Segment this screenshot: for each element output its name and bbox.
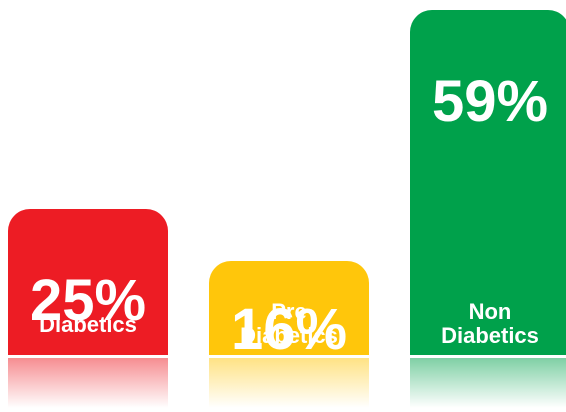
bar-value-label: 16%	[230, 297, 348, 362]
bar-reflection	[8, 358, 168, 408]
bar-diabetics: 25% Diabetics	[8, 209, 168, 355]
category-label-line: Pre	[271, 299, 307, 324]
category-label-line: Diabetics	[39, 312, 137, 337]
bar-category-label: Pre Diabetics	[209, 300, 369, 348]
bar-non-diabetics: 59% Non Diabetics	[410, 10, 566, 355]
bar-pre-diabetics: 16% Pre Diabetics	[209, 261, 369, 359]
bar-value-label: 59%	[431, 69, 549, 134]
bar-reflection	[209, 358, 369, 408]
category-label-line: Diabetics	[441, 323, 539, 348]
bar-category-label: Diabetics	[8, 313, 168, 337]
bar-category-label: Non Diabetics	[410, 300, 566, 348]
category-label-line: Non	[468, 299, 512, 324]
bar-reflection	[410, 358, 566, 408]
bar-value-label: 25%	[29, 268, 147, 333]
category-label-line: Diabetics	[240, 323, 338, 348]
